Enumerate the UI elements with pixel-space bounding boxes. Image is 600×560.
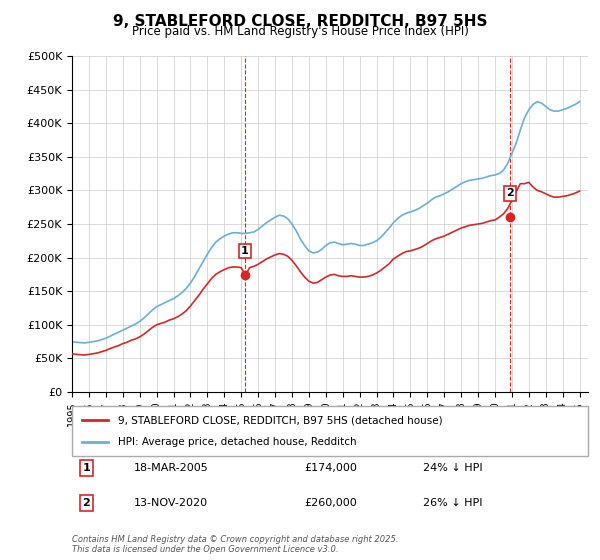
Text: 2: 2 (82, 498, 90, 508)
Text: 9, STABLEFORD CLOSE, REDDITCH, B97 5HS (detached house): 9, STABLEFORD CLOSE, REDDITCH, B97 5HS (… (118, 415, 443, 425)
Text: £260,000: £260,000 (304, 498, 357, 508)
Text: 26% ↓ HPI: 26% ↓ HPI (423, 498, 482, 508)
Text: £174,000: £174,000 (304, 463, 357, 473)
Text: 2: 2 (506, 189, 514, 198)
Text: 9, STABLEFORD CLOSE, REDDITCH, B97 5HS: 9, STABLEFORD CLOSE, REDDITCH, B97 5HS (113, 14, 487, 29)
Text: 18-MAR-2005: 18-MAR-2005 (134, 463, 209, 473)
Text: Contains HM Land Registry data © Crown copyright and database right 2025.
This d: Contains HM Land Registry data © Crown c… (72, 535, 398, 554)
Text: 13-NOV-2020: 13-NOV-2020 (134, 498, 208, 508)
Text: 1: 1 (82, 463, 90, 473)
Text: 24% ↓ HPI: 24% ↓ HPI (423, 463, 482, 473)
Text: HPI: Average price, detached house, Redditch: HPI: Average price, detached house, Redd… (118, 437, 357, 447)
FancyBboxPatch shape (72, 406, 588, 456)
Text: 1: 1 (241, 246, 248, 256)
Text: Price paid vs. HM Land Registry's House Price Index (HPI): Price paid vs. HM Land Registry's House … (131, 25, 469, 38)
